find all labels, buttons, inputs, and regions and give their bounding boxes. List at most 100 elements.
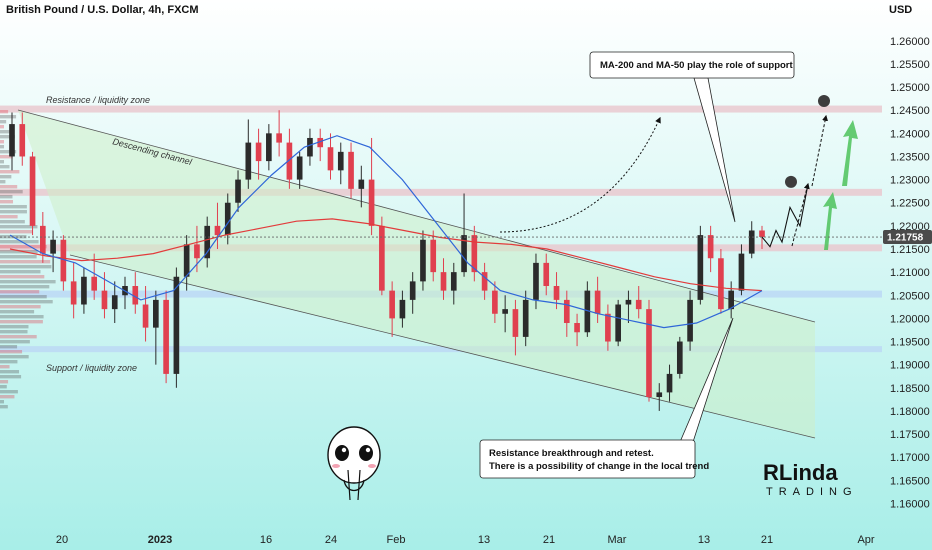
projection-path (761, 184, 809, 248)
volume-profile-bar (0, 390, 18, 394)
volume-profile-bar (0, 150, 17, 154)
volume-profile-bar (0, 140, 4, 144)
candle-body (687, 299, 693, 342)
candle-body (266, 133, 272, 162)
volume-profile-bar (0, 405, 8, 409)
candle-body (666, 373, 673, 393)
last-price-tag: 1.21758 (883, 230, 932, 245)
volume-profile-bar (0, 345, 18, 349)
candle-body (461, 235, 467, 273)
callout-bottom-line1: Resistance breakthrough and retest. (489, 448, 654, 459)
volume-profile-bar (0, 190, 23, 194)
volume-profile-bar (0, 395, 15, 399)
y-tick-label: 1.25500 (890, 59, 930, 71)
candle-body (399, 299, 406, 319)
candle-body (728, 290, 735, 310)
volume-profile-bar (0, 230, 33, 234)
candle-body (204, 225, 211, 259)
green-arrow-1 (823, 192, 837, 250)
channel-upper-line (17, 109, 816, 323)
volume-profile-bar (0, 320, 43, 324)
callout-top: MA-200 and MA-50 play the role of suppor… (589, 51, 795, 223)
candle-body (450, 272, 457, 291)
candle-body (543, 262, 550, 287)
candle-body (224, 202, 231, 236)
logo-main: RLinda (763, 460, 838, 485)
x-tick-label: 13 (478, 534, 490, 546)
x-tick-label: 2023 (148, 534, 172, 546)
last-price-tag-bg (883, 230, 932, 245)
y-tick-label: 1.23500 (890, 151, 930, 163)
volume-profile-bar (0, 175, 12, 179)
volume-profile-bar (0, 280, 56, 284)
candle-body (605, 313, 611, 342)
ma-200-line (9, 218, 763, 292)
x-tick-label: 21 (543, 534, 555, 546)
volume-profile-bar (0, 310, 35, 314)
volume-profile (0, 110, 56, 409)
zone-band (0, 105, 882, 113)
y-tick-label: 1.25000 (890, 82, 930, 94)
candle-body (235, 179, 241, 203)
target-marker-2 (818, 94, 830, 107)
candle-body (19, 124, 26, 157)
candle-body (512, 309, 519, 337)
candle-body (348, 151, 354, 189)
x-tick-label: 24 (325, 534, 337, 546)
candle-body (533, 262, 539, 300)
x-tick-label: Feb (387, 534, 406, 546)
candle-body (635, 299, 642, 310)
candle-body (574, 323, 580, 333)
volume-profile-bar (0, 210, 27, 214)
descending-channel-fill (18, 110, 815, 438)
candle-body (50, 239, 56, 254)
currency-label: USD (889, 4, 912, 16)
x-axis: 20 2023 16 24 Feb 13 21 Mar 13 21 Apr (56, 534, 875, 546)
candle-body (563, 299, 570, 324)
volume-profile-bar (0, 400, 4, 404)
volume-profile-bar (0, 380, 9, 384)
volume-profile-bar (0, 195, 13, 199)
candle-body (91, 276, 98, 291)
candle-body (9, 124, 15, 157)
volume-profile-bar (0, 125, 4, 129)
candle-body (615, 304, 621, 342)
candle-body (111, 295, 118, 310)
zone-band (0, 188, 882, 196)
header-title: British Pound / U.S. Dollar, 4h, FXCM (6, 4, 199, 16)
volume-profile-bar (0, 335, 37, 339)
candle-body (594, 290, 601, 314)
candle-body (327, 147, 334, 171)
last-price-tag-text: 1.21758 (887, 233, 924, 244)
volume-profile-bar (0, 330, 28, 334)
y-tick-label: 1.17000 (890, 452, 930, 464)
candle-body (748, 230, 755, 254)
volume-profile-bar (0, 185, 18, 189)
y-tick-label: 1.18500 (890, 383, 930, 395)
volume-profile-bar (0, 205, 27, 209)
channel-lower-line (69, 254, 816, 439)
candle-body (697, 235, 704, 300)
volume-profile-bar (0, 165, 10, 169)
y-tick-label: 1.16500 (890, 475, 930, 487)
volume-profile-bar (0, 245, 47, 249)
candle-body (738, 253, 745, 291)
volume-profile-bar (0, 340, 30, 344)
candle-body (389, 290, 395, 319)
y-tick-label: 1.22500 (890, 198, 930, 210)
y-tick-label: 1.24500 (890, 105, 930, 117)
projection-dashed-arrow-1 (791, 182, 810, 247)
candle-body (440, 272, 447, 291)
volume-profile-bar (0, 300, 53, 304)
volume-profile-bar (0, 225, 38, 229)
candle-body (676, 341, 683, 374)
volume-profile-bar (0, 370, 20, 374)
candle-body (492, 290, 498, 314)
y-tick-label: 1.22000 (890, 221, 930, 233)
resistance-zone-label: Resistance / liquidity zone (46, 95, 150, 105)
volume-profile-bar (0, 200, 14, 204)
x-tick-label: 13 (698, 534, 710, 546)
volume-profile-bar (0, 265, 52, 269)
volume-profile-bar (0, 360, 18, 364)
